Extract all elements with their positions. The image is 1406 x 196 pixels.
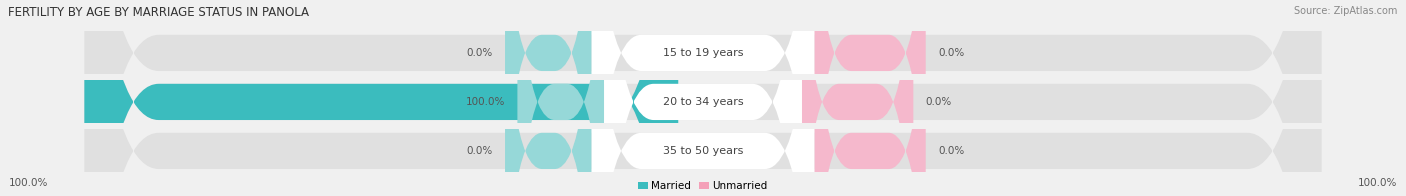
Text: FERTILITY BY AGE BY MARRIAGE STATUS IN PANOLA: FERTILITY BY AGE BY MARRIAGE STATUS IN P… — [8, 6, 309, 19]
FancyBboxPatch shape — [592, 0, 814, 196]
FancyBboxPatch shape — [84, 0, 1322, 196]
Text: 0.0%: 0.0% — [938, 48, 965, 58]
Text: 20 to 34 years: 20 to 34 years — [662, 97, 744, 107]
Text: 100.0%: 100.0% — [8, 178, 48, 188]
Text: 100.0%: 100.0% — [1358, 178, 1398, 188]
Text: 0.0%: 0.0% — [467, 146, 492, 156]
FancyBboxPatch shape — [84, 0, 678, 196]
Text: 0.0%: 0.0% — [467, 48, 492, 58]
Text: 100.0%: 100.0% — [465, 97, 505, 107]
Text: 0.0%: 0.0% — [938, 146, 965, 156]
FancyBboxPatch shape — [505, 0, 592, 196]
Text: 35 to 50 years: 35 to 50 years — [662, 146, 744, 156]
Text: Source: ZipAtlas.com: Source: ZipAtlas.com — [1294, 6, 1398, 16]
Text: 15 to 19 years: 15 to 19 years — [662, 48, 744, 58]
FancyBboxPatch shape — [814, 0, 925, 196]
FancyBboxPatch shape — [814, 0, 925, 196]
FancyBboxPatch shape — [84, 0, 1322, 196]
Text: 0.0%: 0.0% — [925, 97, 952, 107]
Legend: Married, Unmarried: Married, Unmarried — [638, 181, 768, 191]
FancyBboxPatch shape — [801, 0, 914, 196]
FancyBboxPatch shape — [84, 0, 1322, 196]
FancyBboxPatch shape — [592, 0, 814, 196]
FancyBboxPatch shape — [605, 0, 801, 196]
FancyBboxPatch shape — [505, 0, 592, 196]
FancyBboxPatch shape — [517, 0, 605, 196]
